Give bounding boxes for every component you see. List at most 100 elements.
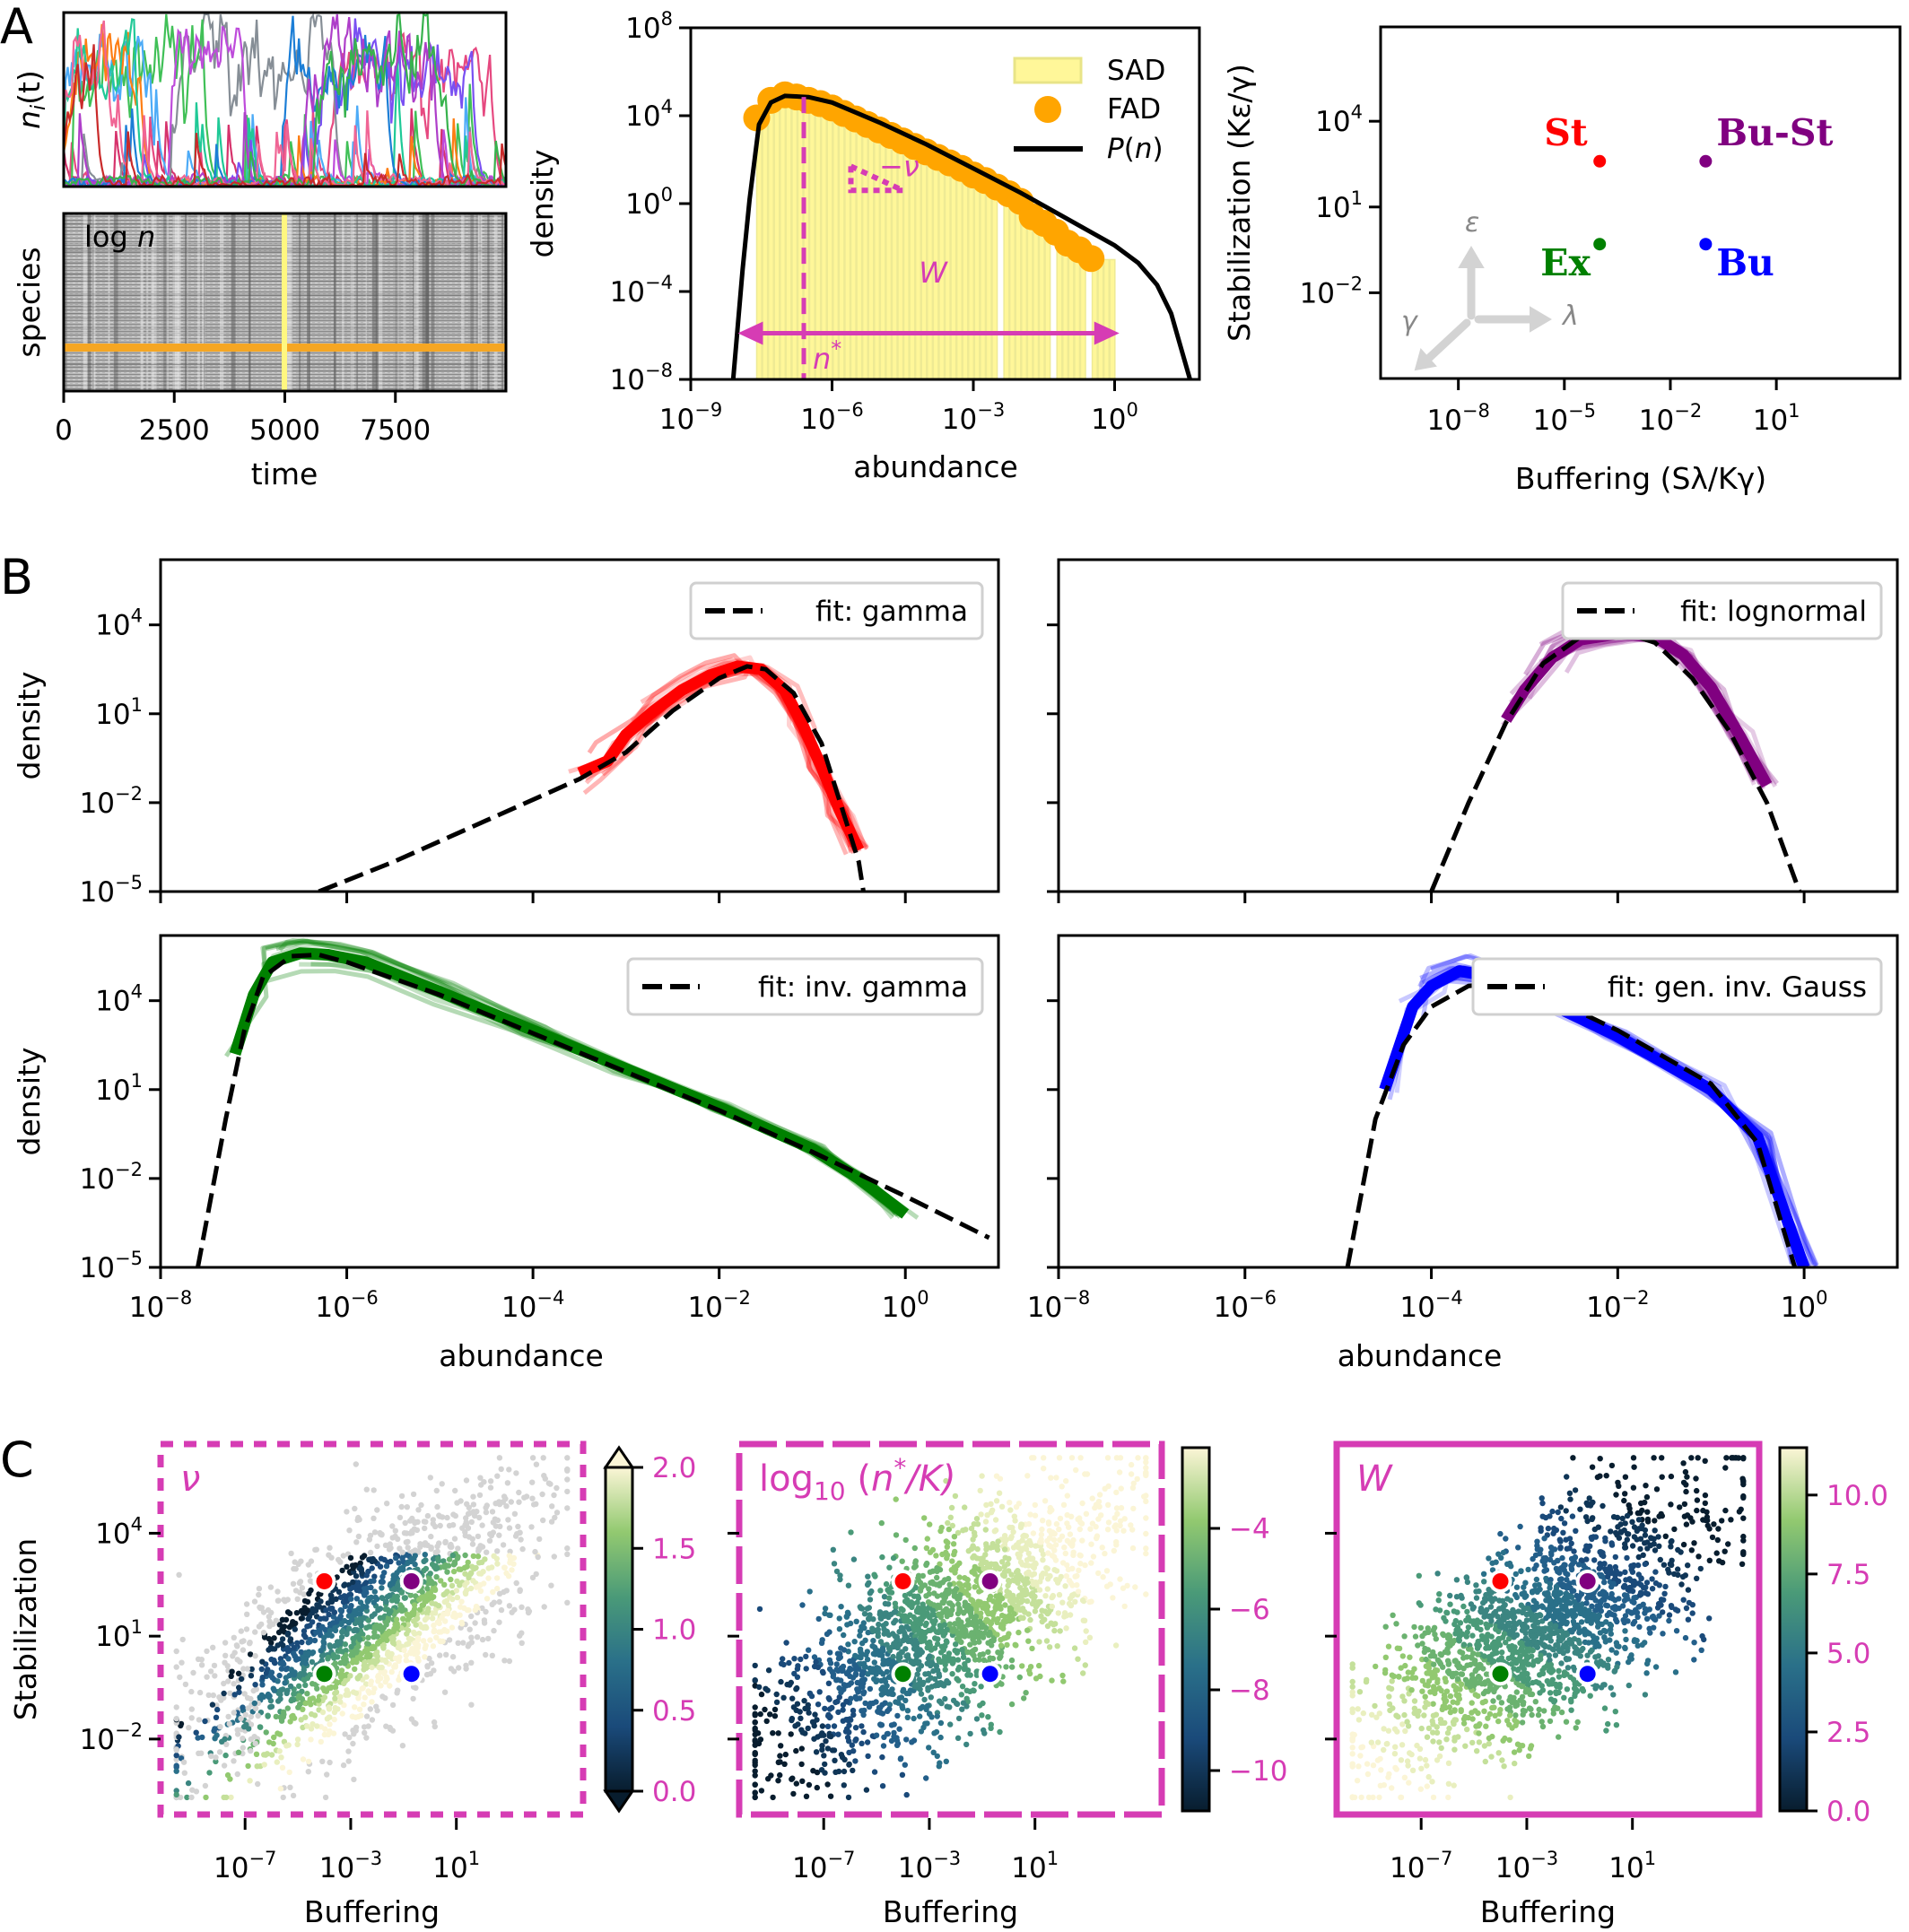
scatter-point — [275, 1642, 281, 1649]
scatter-point — [378, 1683, 384, 1689]
scatter-point — [1419, 1656, 1425, 1663]
scatter-point — [1512, 1614, 1518, 1621]
scatter-point — [904, 1652, 911, 1658]
scatter-point — [1143, 1530, 1149, 1537]
scatter-point — [965, 1657, 972, 1664]
scatter-point — [970, 1650, 976, 1658]
scatter-point — [1038, 1572, 1045, 1579]
scatter-point — [1636, 1623, 1643, 1631]
scatter-point — [309, 1619, 316, 1625]
scatter-point — [403, 1658, 409, 1664]
scatter-point — [196, 1689, 204, 1696]
sad-bars — [755, 96, 1116, 379]
scatter-point — [193, 1729, 199, 1736]
scatter-point — [853, 1664, 859, 1670]
scatter-point — [965, 1585, 972, 1591]
scatter-point — [271, 1635, 277, 1641]
scatter-point — [188, 1715, 195, 1721]
scatter-point — [225, 1713, 231, 1720]
scatter-point — [554, 1484, 560, 1492]
scatter-point — [954, 1636, 961, 1642]
scatter-point — [879, 1553, 885, 1561]
scatter-point — [327, 1606, 334, 1613]
scatter-point — [302, 1682, 309, 1689]
scatter-point — [526, 1608, 533, 1614]
scatter-point — [947, 1514, 954, 1521]
scatter-point — [926, 1614, 933, 1621]
scatter-point — [234, 1657, 240, 1663]
scatter-point — [173, 1716, 179, 1722]
scatter-point — [338, 1633, 345, 1640]
scatter-point — [911, 1564, 918, 1571]
scatter-point — [182, 1681, 189, 1688]
colorbar-tick-label: −10 — [1229, 1755, 1287, 1788]
scatter-point — [1045, 1550, 1051, 1556]
scatter-point — [874, 1677, 880, 1684]
x-axis-label: Buffering — [883, 1894, 1018, 1929]
scatter-point — [277, 1714, 283, 1720]
scatter-point — [184, 1794, 190, 1801]
scatter-point — [430, 1517, 436, 1523]
scatter-point — [464, 1563, 470, 1570]
scatter-point — [468, 1613, 475, 1620]
scatter-point — [490, 1588, 496, 1596]
scatter-point — [918, 1691, 925, 1697]
scatter-point — [1657, 1556, 1664, 1563]
scatter-point — [896, 1726, 902, 1732]
scatter-point — [523, 1493, 530, 1500]
scatter-point — [955, 1601, 962, 1607]
scatter-point — [1038, 1536, 1044, 1543]
scatter-point — [491, 1599, 497, 1606]
scatter-point — [823, 1738, 829, 1745]
scatter-point — [427, 1637, 433, 1643]
scatter-point — [318, 1598, 324, 1605]
scatter-point — [752, 1737, 758, 1744]
scatter-point — [279, 1659, 286, 1666]
scatter-point — [1370, 1762, 1377, 1769]
scatter-point — [1036, 1662, 1042, 1669]
scatter-point — [357, 1564, 363, 1571]
scatter-point — [752, 1789, 758, 1797]
scatter-point — [1495, 1694, 1503, 1701]
scatter-point — [181, 1770, 187, 1776]
scatter-point — [229, 1668, 235, 1675]
scatter-point — [1079, 1537, 1085, 1544]
scatter-point — [765, 1776, 771, 1782]
scatter-point — [407, 1530, 414, 1536]
scatter-point — [1068, 1455, 1076, 1461]
scatter-point — [498, 1606, 505, 1614]
scatter-point — [279, 1764, 286, 1771]
scatter-point — [1422, 1756, 1429, 1763]
scatter-point — [216, 1749, 223, 1755]
scatter-point — [1056, 1455, 1063, 1461]
scatter-point — [301, 1597, 309, 1605]
landmark-ex — [316, 1666, 333, 1683]
scatter-point — [775, 1778, 781, 1784]
heatmap-stripe — [424, 213, 430, 391]
scatter-point — [494, 1561, 501, 1567]
heatmap-stripe — [187, 213, 188, 391]
scatter-point — [257, 1724, 264, 1730]
y-tick-label: 104 — [625, 96, 673, 133]
legend-label-fad: FAD — [1107, 93, 1161, 126]
scatter-point — [976, 1588, 982, 1595]
scatter-point — [1485, 1715, 1491, 1721]
scatter-point — [862, 1637, 868, 1644]
scatter-point — [231, 1758, 237, 1764]
scatter-point — [1640, 1552, 1646, 1559]
scatter-point — [831, 1723, 838, 1729]
scatter-point — [927, 1627, 934, 1633]
scatter-point — [516, 1489, 522, 1496]
scatter-point — [983, 1501, 989, 1509]
scatter-point — [927, 1569, 934, 1575]
scatter-point — [348, 1596, 354, 1602]
scatter-point — [1673, 1628, 1680, 1634]
scatter-point — [819, 1743, 825, 1749]
scatter-point — [431, 1563, 438, 1571]
scatter-point — [444, 1514, 450, 1521]
c-panel-label: log10 (n*/K) — [759, 1453, 956, 1506]
scatter-point — [941, 1597, 947, 1605]
scatter-point — [983, 1616, 989, 1623]
scatter-point — [943, 1638, 950, 1644]
scatter-point — [1486, 1740, 1493, 1747]
